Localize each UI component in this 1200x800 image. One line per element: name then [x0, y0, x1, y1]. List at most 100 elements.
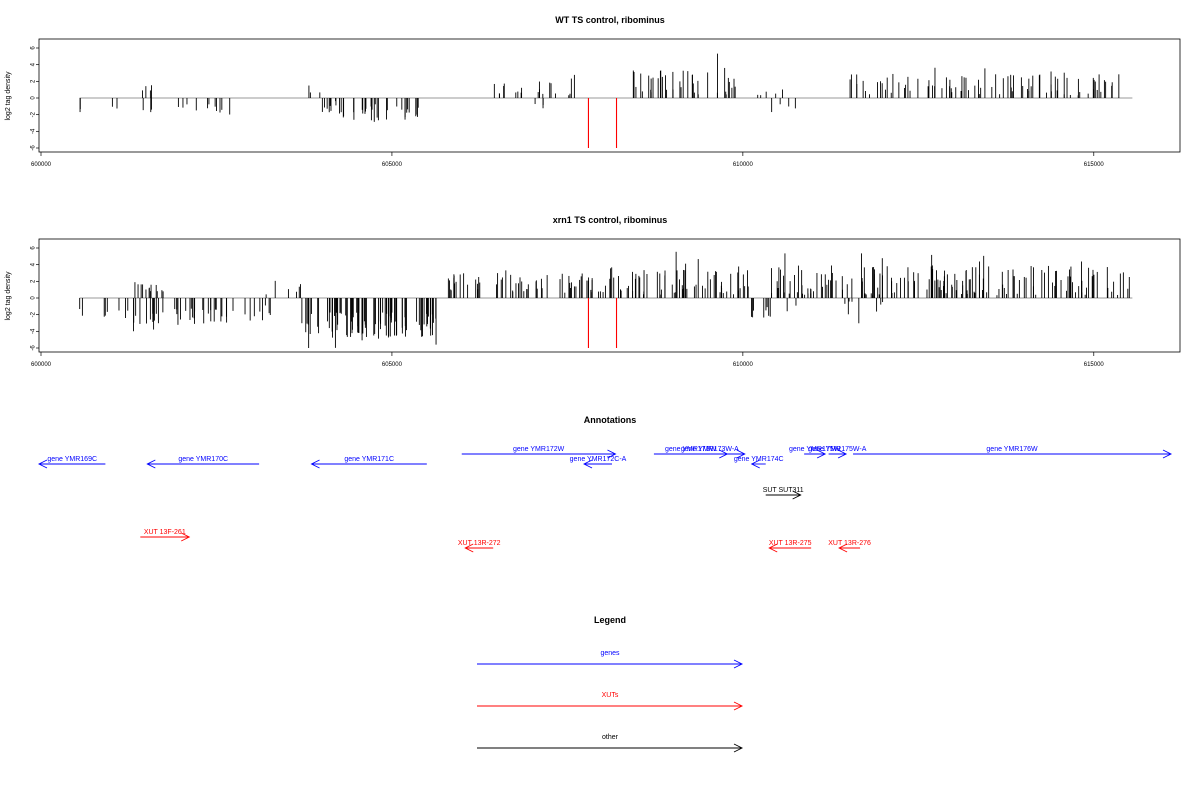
y-tick-label: 0	[31, 96, 37, 100]
arrow-head	[310, 459, 320, 469]
y-tick-label: 4	[31, 262, 37, 266]
y-tick-label: 6	[31, 246, 37, 250]
arrow-head	[464, 543, 474, 553]
x-tick-label: 600000	[31, 162, 52, 168]
legend-title: Legend	[594, 615, 626, 625]
arrow-head	[816, 449, 827, 459]
annotation-feature: gene YMR176W	[853, 446, 1173, 459]
arrow-head	[768, 543, 778, 553]
annotation-label: gene YMR173W-A	[681, 446, 739, 453]
annotation-label: gene YMR172C-A	[570, 456, 627, 463]
xrn1-coverage-panel: xrn1 TS control, ribominus log2 tag dens…	[5, 215, 1181, 368]
y-tick-label: 6	[31, 46, 37, 50]
legend-items: genes XUTs other	[477, 650, 744, 753]
legend-item: other	[477, 734, 744, 753]
x-tick-label: 605000	[382, 362, 403, 368]
arrow-head	[607, 449, 617, 459]
legend-item: genes	[477, 650, 744, 669]
plot-frame	[38, 238, 1181, 353]
x-tick-label: 615000	[1084, 162, 1105, 168]
annotation-feature: gene YMR175W-A	[808, 446, 867, 459]
legend-label: XUTs	[602, 692, 619, 699]
x-tick-label: 605000	[382, 162, 403, 168]
annotation-feature: gene YMR171C	[310, 456, 427, 469]
arrow-head	[583, 459, 593, 469]
panel-title: xrn1 TS control, ribominus	[553, 215, 668, 225]
annotation-label: XUT 13R-275	[769, 540, 812, 547]
annotation-label: gene YMR176W	[986, 446, 1038, 453]
guide-lines	[587, 298, 618, 348]
y-tick-label: -4	[31, 328, 37, 334]
annotation-label: gene YMR170C	[178, 456, 228, 463]
coverage-bars	[79, 53, 1133, 122]
y-tick-label: -4	[31, 128, 37, 134]
arrow-head	[837, 449, 848, 459]
arrow-head	[181, 532, 191, 542]
legend-label: other	[602, 734, 619, 741]
annotation-feature: gene YMR175W	[789, 446, 841, 459]
annotations-track: Annotations gene YMR169C gene YMR170C gene…	[37, 415, 1173, 553]
x-tick-label: 610000	[733, 362, 754, 368]
annotation-label: XUT 13F-261	[144, 529, 186, 536]
annotation-label: gene YMR171C	[344, 456, 394, 463]
y-tick-label: -6	[31, 145, 37, 151]
x-tick-label: 600000	[31, 362, 52, 368]
annotation-label: gene YMR175W-A	[808, 446, 866, 453]
annotation-feature: gene YMR169C	[37, 456, 106, 469]
wt-coverage-panel: WT TS control, ribominus log2 tag densit…	[5, 15, 1181, 168]
y-axis: -6 -4 -2 0 2 4 6	[31, 246, 39, 351]
annotation-feature: gene YMR170C	[146, 456, 260, 469]
annotation-features: gene YMR169C gene YMR170C gene YMR171C gene…	[37, 446, 1173, 553]
y-axis-label: log2 tag density	[5, 71, 12, 121]
y-tick-label: -2	[31, 311, 37, 317]
y-tick-label: 4	[31, 62, 37, 66]
y-axis: -6 -4 -2 0 2 4 6	[31, 46, 39, 151]
annotation-label: gene YMR172W	[513, 446, 565, 453]
annotation-label: SUT SUT311	[763, 487, 804, 494]
annotations-title: Annotations	[584, 415, 637, 425]
legend-item: XUTs	[477, 692, 744, 711]
arrow-head	[750, 459, 760, 469]
legend-label: genes	[600, 650, 620, 657]
y-tick-label: 2	[31, 79, 37, 83]
arrow-head	[838, 543, 848, 553]
annotation-feature: XUT 13R-276	[828, 540, 871, 553]
legend: Legend genes XUTs other	[477, 615, 744, 753]
annotation-label: gene YMR169C	[47, 456, 97, 463]
x-tick-label: 610000	[733, 162, 754, 168]
y-axis-label: log2 tag density	[5, 271, 12, 321]
x-tick-label: 615000	[1084, 362, 1105, 368]
y-tick-label: 2	[31, 279, 37, 283]
arrow-head	[736, 449, 746, 459]
arrow-head	[37, 459, 48, 469]
arrow-head	[1162, 449, 1173, 459]
annotation-feature: gene YMR173W-A	[674, 446, 746, 459]
annotation-label: XUT 13R-276	[828, 540, 871, 547]
annotation-feature: XUT 13R-275	[768, 540, 812, 553]
annotation-feature: gene YMR174C	[734, 456, 784, 469]
panel-title: WT TS control, ribominus	[555, 15, 665, 25]
guide-lines	[587, 98, 618, 148]
arrow-head	[792, 490, 802, 500]
plot-frame	[38, 38, 1181, 153]
arrow-head	[733, 701, 744, 711]
y-tick-label: 0	[31, 296, 37, 300]
annotation-label: XUT 13R-272	[458, 540, 501, 547]
annotation-feature: gene YMR172W	[461, 446, 617, 459]
annotation-feature: gene YMR172C-A	[570, 456, 627, 469]
coverage-bars	[79, 251, 1133, 348]
annotation-label: gene YMR174C	[734, 456, 784, 463]
x-axis: 600000 605000 610000 615000	[31, 152, 1104, 168]
y-tick-label: -2	[31, 111, 37, 117]
annotation-feature: XUT 13R-272	[458, 540, 501, 553]
arrow-head	[733, 659, 744, 669]
annotation-feature: XUT 13F-261	[140, 529, 191, 542]
annotation-feature: SUT SUT311	[763, 487, 804, 500]
annotation-label: gene YMR173W	[665, 446, 717, 453]
arrow-head	[733, 743, 744, 753]
x-axis: 600000 605000 610000 615000	[31, 352, 1104, 368]
arrow-head	[146, 459, 156, 469]
y-tick-label: -6	[31, 345, 37, 351]
annotation-label: gene YMR175W	[789, 446, 841, 453]
